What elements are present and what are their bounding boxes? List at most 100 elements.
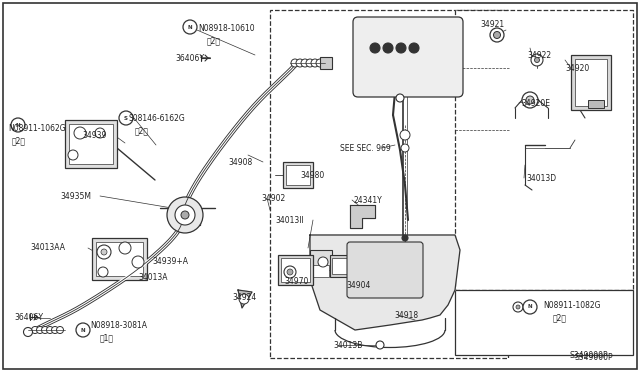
Circle shape [47, 327, 54, 334]
Text: S: S [124, 115, 128, 121]
Circle shape [36, 327, 44, 334]
Circle shape [175, 205, 195, 225]
Circle shape [396, 43, 406, 53]
FancyBboxPatch shape [353, 17, 463, 97]
Text: 34922: 34922 [527, 51, 551, 60]
Circle shape [167, 197, 203, 233]
Text: N08911-1062G: N08911-1062G [8, 124, 66, 132]
Text: SEE SEC. 969: SEE SEC. 969 [340, 144, 391, 153]
Circle shape [522, 92, 538, 108]
Circle shape [301, 59, 309, 67]
Circle shape [534, 58, 540, 62]
Text: 34013A: 34013A [138, 273, 168, 282]
Circle shape [296, 59, 304, 67]
Text: 34921: 34921 [480, 19, 504, 29]
Text: 34920: 34920 [565, 64, 589, 73]
Text: S349000P: S349000P [575, 353, 614, 362]
Circle shape [31, 327, 38, 334]
Text: N08918-3081A: N08918-3081A [90, 321, 147, 330]
Circle shape [513, 302, 523, 312]
Bar [588, 100, 604, 108]
Circle shape [531, 54, 543, 66]
Circle shape [76, 323, 90, 337]
Text: 34013D: 34013D [526, 173, 556, 183]
Text: 34970: 34970 [284, 278, 308, 286]
Text: 34908: 34908 [228, 157, 252, 167]
Text: S08146-6162G: S08146-6162G [128, 113, 185, 122]
Text: （2）: （2） [207, 36, 221, 45]
Text: 34939+A: 34939+A [152, 257, 188, 266]
Circle shape [402, 235, 408, 241]
Text: 34918: 34918 [394, 311, 418, 320]
Text: N: N [81, 327, 85, 333]
Text: 34013B: 34013B [333, 340, 362, 350]
Text: 34980: 34980 [300, 170, 324, 180]
Text: N08911-1082G: N08911-1082G [543, 301, 600, 310]
Circle shape [401, 144, 409, 152]
Bar [357, 255, 377, 277]
Circle shape [409, 43, 419, 53]
Circle shape [51, 327, 58, 334]
Bar [69, 124, 113, 164]
Polygon shape [350, 205, 375, 228]
Bar [170, 205, 200, 225]
Circle shape [291, 59, 299, 67]
Text: N08918-10610: N08918-10610 [198, 23, 255, 32]
Text: （2）: （2） [553, 314, 567, 323]
Bar [575, 59, 607, 106]
Bar [278, 255, 313, 285]
Circle shape [284, 266, 296, 278]
Text: 34904: 34904 [346, 280, 371, 289]
Circle shape [119, 111, 133, 125]
Circle shape [318, 257, 328, 267]
Bar [96, 242, 143, 276]
Bar [455, 290, 633, 355]
Text: 34013II: 34013II [275, 215, 304, 224]
Circle shape [493, 32, 500, 38]
Circle shape [306, 59, 314, 67]
Circle shape [376, 341, 384, 349]
Text: 24341Y: 24341Y [354, 196, 383, 205]
Circle shape [396, 94, 404, 102]
Circle shape [311, 59, 319, 67]
Bar [332, 258, 353, 274]
Polygon shape [310, 235, 460, 330]
Text: 34939: 34939 [82, 131, 106, 140]
Text: N: N [188, 25, 192, 29]
FancyBboxPatch shape [347, 242, 423, 298]
Bar [571, 55, 611, 110]
Circle shape [287, 269, 293, 275]
Bar [310, 250, 332, 270]
Bar [330, 255, 355, 277]
Circle shape [74, 127, 86, 139]
Polygon shape [238, 290, 252, 308]
Text: S349000P: S349000P [570, 350, 609, 359]
Bar [92, 238, 147, 280]
Bar [270, 10, 508, 358]
Circle shape [98, 267, 108, 277]
Circle shape [68, 150, 78, 160]
Circle shape [316, 59, 324, 67]
Text: 34920E: 34920E [521, 99, 550, 108]
Text: （2）: （2） [12, 137, 26, 145]
Bar [65, 120, 117, 168]
Circle shape [523, 300, 537, 314]
Bar [281, 258, 310, 282]
Circle shape [183, 20, 197, 34]
Circle shape [516, 305, 520, 309]
Bar [455, 10, 633, 290]
Text: 34924: 34924 [232, 294, 256, 302]
Circle shape [490, 28, 504, 42]
Circle shape [101, 249, 107, 255]
Bar [313, 265, 329, 277]
Text: N: N [528, 305, 532, 310]
Circle shape [119, 242, 131, 254]
Text: 34935M: 34935M [60, 192, 91, 201]
Text: 36406Y: 36406Y [175, 54, 204, 62]
Circle shape [321, 59, 329, 67]
Circle shape [95, 128, 105, 138]
Circle shape [11, 118, 25, 132]
Bar [283, 162, 313, 188]
Text: 34013AA: 34013AA [30, 244, 65, 253]
Circle shape [526, 96, 534, 104]
